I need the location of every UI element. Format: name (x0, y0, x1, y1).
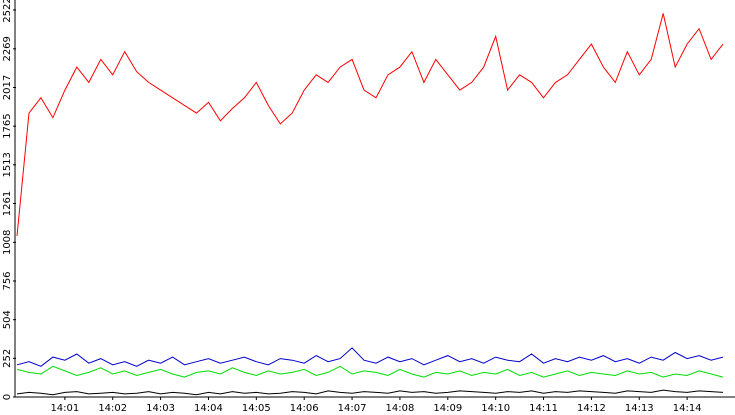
x-tick-label: 14:09 (433, 403, 462, 414)
x-tick-label: 14:11 (529, 403, 558, 414)
x-tick-label: 14:04 (194, 403, 223, 414)
x-tick-label: 14:06 (290, 403, 319, 414)
x-tick-label: 14:05 (242, 403, 271, 414)
x-tick-label: 14:14 (673, 403, 702, 414)
y-tick-label: 252 (2, 349, 13, 368)
x-tick-label: 14:12 (577, 403, 606, 414)
y-tick-label: 1261 (2, 191, 13, 216)
series-line (16, 13, 724, 236)
series-line (16, 347, 724, 367)
y-tick-label: 1008 (2, 230, 13, 255)
series-line (16, 365, 724, 378)
x-tick-label: 14:08 (386, 403, 415, 414)
y-tick-label: 756 (2, 271, 13, 290)
x-tick-label: 14:03 (146, 403, 175, 414)
series-line (16, 389, 724, 396)
y-tick-label: 2017 (2, 75, 13, 100)
x-tick-label: 14:07 (338, 403, 367, 414)
y-tick-label: 1513 (2, 152, 13, 177)
x-tick-label: 14:13 (625, 403, 654, 414)
x-tick-label: 14:02 (98, 403, 127, 414)
y-tick-label: 2522 (2, 0, 13, 23)
y-tick-label: 1765 (2, 113, 13, 138)
y-tick-label: 2269 (2, 36, 13, 61)
x-tick-label: 14:10 (481, 403, 510, 414)
y-tick-label: 504 (2, 310, 13, 329)
y-tick-label: 0 (2, 394, 13, 400)
x-tick-label: 14:01 (50, 403, 79, 414)
